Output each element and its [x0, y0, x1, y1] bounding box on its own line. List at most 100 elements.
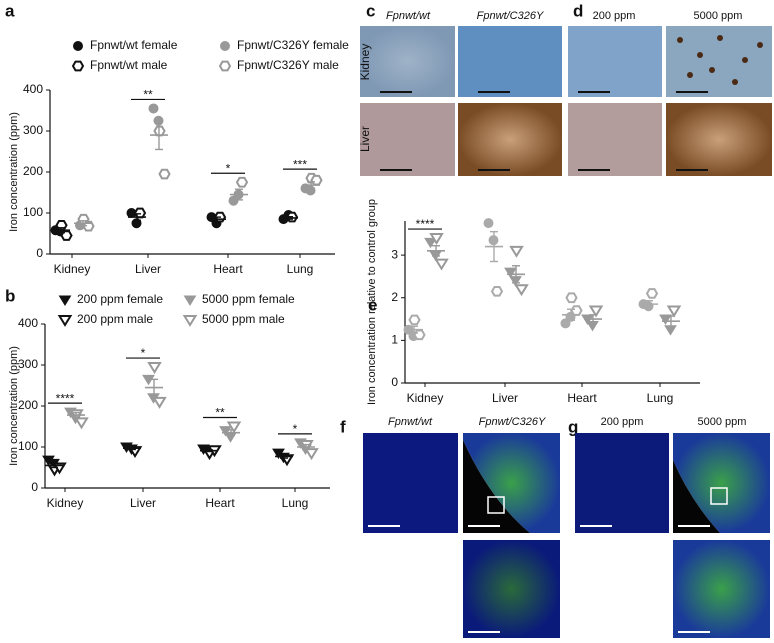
panel-letter: c — [366, 1, 375, 20]
x-tick-label: Kidney — [54, 262, 91, 276]
micrograph — [568, 26, 662, 97]
point — [666, 305, 682, 318]
x-tick-label: Kidney — [47, 496, 84, 510]
x-tick-label: Lung — [287, 262, 314, 276]
legend-label: 200 ppm female — [77, 292, 163, 306]
row-label: Liver — [358, 126, 372, 152]
y-tick-label: 1 — [391, 333, 398, 347]
point — [74, 417, 89, 430]
point — [645, 288, 659, 299]
micrograph — [463, 433, 560, 533]
y-tick-label: 0 — [391, 375, 398, 389]
panel-letter: d — [573, 1, 583, 20]
x-tick-label: Liver — [135, 262, 161, 276]
x-tick-label: Heart — [213, 262, 243, 276]
significance-label: * — [293, 422, 298, 436]
stain-spots — [677, 35, 763, 85]
point — [158, 168, 171, 180]
y-tick-label: 200 — [18, 398, 38, 412]
point — [588, 305, 604, 318]
y-tick-label: 3 — [391, 247, 398, 261]
legend-marker — [183, 295, 197, 306]
micrograph — [673, 433, 770, 533]
micrograph — [673, 540, 770, 638]
y-tick-label: 200 — [23, 164, 43, 178]
point — [483, 218, 494, 229]
y-tick-label: 100 — [18, 439, 38, 453]
panel-letter: f — [340, 417, 346, 436]
point — [235, 176, 249, 188]
legend-marker — [220, 41, 230, 51]
significance-label: * — [141, 346, 146, 360]
x-tick-label: Lung — [282, 496, 309, 510]
x-tick-label: Liver — [492, 391, 518, 405]
y-axis-label: Iron concentration (ppm) — [8, 346, 20, 466]
point — [408, 314, 421, 326]
legend-label: Fpnwt/C326Y male — [237, 58, 339, 72]
panel-letter: a — [5, 1, 15, 20]
point — [664, 325, 677, 336]
point — [434, 258, 449, 271]
column-header: 5000 ppm — [694, 10, 743, 22]
point — [565, 292, 578, 304]
point — [504, 267, 517, 279]
legend-marker — [218, 60, 232, 72]
point — [490, 286, 504, 297]
scale-bars — [578, 91, 708, 171]
column-header: Fpnwt/C326Y — [477, 10, 544, 22]
column-header: Fpnwt/wt — [388, 416, 433, 428]
point — [659, 314, 672, 326]
zoom-box — [487, 496, 505, 514]
micrograph — [458, 103, 562, 176]
panel-letter: b — [5, 286, 15, 305]
micrograph — [363, 433, 458, 533]
micrograph — [360, 103, 455, 176]
micrograph — [575, 433, 669, 533]
significance-label: ** — [215, 406, 225, 420]
legend-label: Fpnwt/wt female — [90, 38, 178, 52]
legend-marker — [58, 295, 72, 306]
y-tick-label: 400 — [18, 316, 38, 330]
column-header: Fpnwt/wt — [386, 10, 431, 22]
zoom-box — [710, 487, 728, 505]
micrograph — [463, 540, 560, 638]
scale-bars — [380, 91, 510, 171]
legend-label: 5000 ppm male — [202, 312, 285, 326]
legend-label: 200 ppm male — [77, 312, 153, 326]
legend-label: Fpnwt/C326Y female — [237, 38, 349, 52]
y-tick-label: 0 — [36, 246, 43, 260]
point — [304, 448, 319, 461]
column-header: 5000 ppm — [698, 416, 747, 428]
point — [226, 421, 242, 434]
x-tick-label: Liver — [130, 496, 156, 510]
point — [413, 329, 426, 341]
legend-label: 5000 ppm female — [202, 292, 295, 306]
point — [148, 103, 159, 114]
point — [514, 284, 529, 297]
point — [310, 174, 323, 186]
micrograph — [463, 440, 530, 533]
legend-label: Fpnwt/wt male — [90, 58, 168, 72]
y-axis-label: Iron concentration (ppm) — [8, 112, 20, 232]
column-header: 200 ppm — [593, 10, 636, 22]
significance-label: **** — [56, 391, 75, 405]
point — [152, 396, 167, 409]
point — [219, 426, 232, 437]
scale-bars — [580, 525, 710, 633]
point — [147, 362, 162, 374]
row-label: Kidney — [358, 44, 372, 81]
y-tick-label: 2 — [391, 290, 398, 304]
scale-bars — [368, 525, 500, 633]
y-tick-label: 0 — [31, 480, 38, 494]
point — [509, 245, 524, 258]
y-tick-label: 300 — [18, 357, 38, 371]
micrograph — [458, 26, 562, 97]
point — [429, 233, 444, 245]
y-tick-label: 100 — [23, 205, 43, 219]
legend-marker — [182, 315, 198, 327]
panel-letter: g — [568, 417, 578, 436]
micrograph — [673, 460, 720, 533]
y-axis-label: Iron concentration relative to control g… — [366, 199, 378, 405]
x-tick-label: Lung — [647, 391, 674, 405]
